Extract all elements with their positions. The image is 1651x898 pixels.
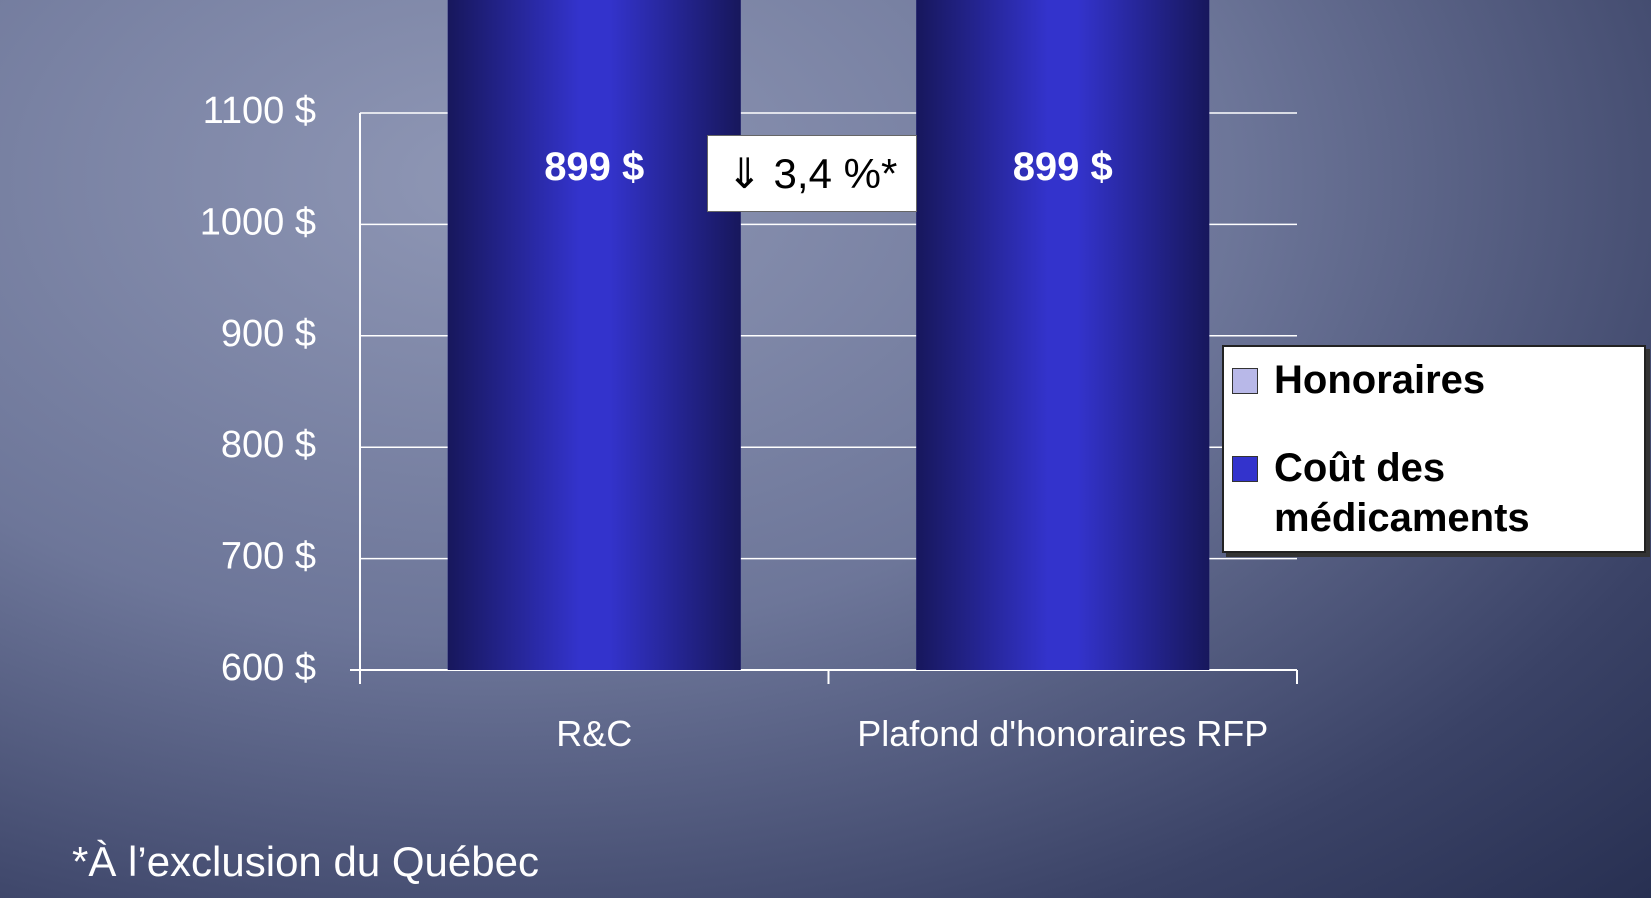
value-label: 899 $ bbox=[1013, 145, 1113, 189]
value-label: 899 $ bbox=[544, 145, 644, 189]
legend-swatch bbox=[1232, 368, 1258, 394]
legend-item: Honoraires bbox=[1232, 355, 1624, 405]
y-tick-label: 1000 $ bbox=[200, 201, 316, 243]
x-tick-label: Plafond d'honoraires RFP bbox=[857, 713, 1269, 754]
y-tick-label: 800 $ bbox=[221, 424, 316, 466]
legend-item: Coût des médicaments bbox=[1232, 443, 1624, 543]
footnote: *À l’exclusion du Québec bbox=[72, 838, 539, 885]
bar-shade bbox=[916, 0, 1210, 670]
y-tick-label: 900 $ bbox=[221, 313, 316, 355]
y-tick-label: 600 $ bbox=[221, 647, 316, 689]
annotation: ⇓ 3,4 %* bbox=[707, 135, 917, 212]
legend: Honoraires Coût des médicaments bbox=[1222, 345, 1646, 553]
x-tick-label: R&C bbox=[556, 713, 633, 754]
y-tick-label: 700 $ bbox=[221, 536, 316, 578]
y-tick-label: 1100 $ bbox=[203, 90, 316, 132]
bar-shade bbox=[447, 0, 741, 670]
legend-swatch bbox=[1232, 456, 1258, 482]
